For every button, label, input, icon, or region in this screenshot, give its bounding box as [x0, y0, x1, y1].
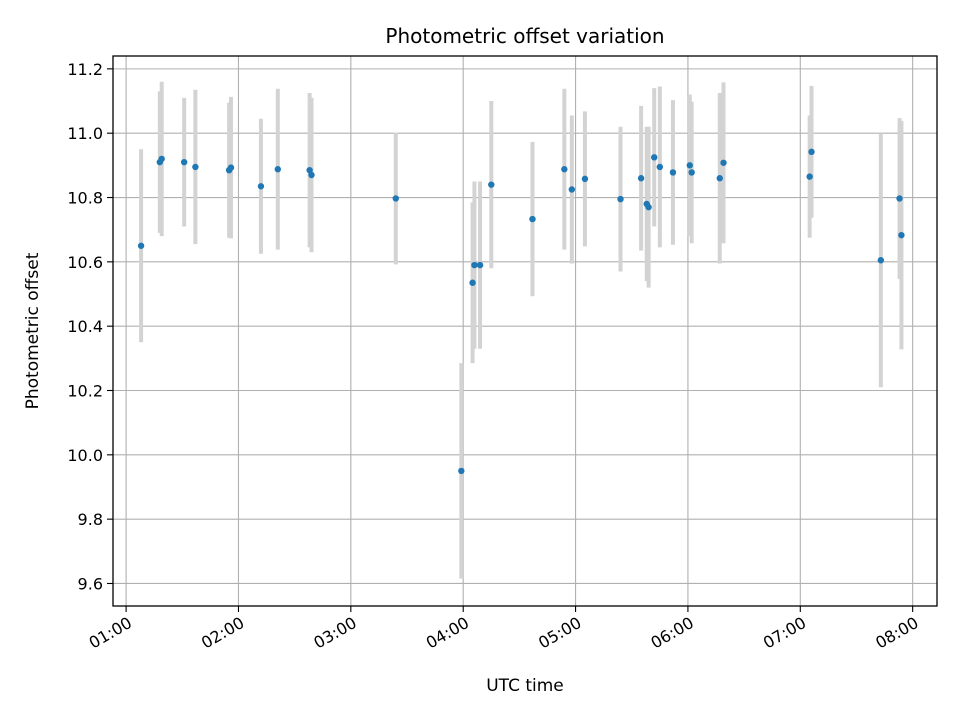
y-tick-label: 9.6 [78, 574, 103, 593]
data-point [476, 261, 484, 269]
data-point [392, 195, 399, 202]
data-point [898, 231, 905, 239]
data-point [471, 261, 478, 269]
data-point [158, 155, 165, 163]
data-point [458, 467, 465, 475]
y-tick-label: 10.8 [67, 189, 103, 208]
y-tick-label: 10.2 [67, 382, 103, 401]
data-point [617, 195, 624, 203]
data-point [568, 186, 576, 193]
data-points [137, 148, 905, 475]
y-tick-label: 10.6 [67, 253, 103, 272]
data-point [688, 169, 695, 176]
data-point [180, 158, 188, 166]
data-point [651, 154, 658, 161]
data-point [306, 166, 313, 174]
data-point [669, 169, 677, 176]
x-axis-label: UTC time [486, 676, 564, 696]
data-point [137, 242, 145, 249]
data-point [529, 215, 536, 223]
y-axis-label: Photometric offset [23, 252, 43, 409]
y-tick-label: 11.2 [67, 60, 103, 79]
plot-frame [112, 55, 938, 607]
data-point [716, 175, 723, 182]
data-point [488, 181, 495, 188]
data-point [806, 173, 813, 180]
data-point [469, 279, 476, 286]
data-point [257, 183, 265, 190]
data-point [308, 171, 315, 179]
y-tick-label: 11.0 [67, 124, 103, 143]
data-point [192, 163, 199, 171]
data-point [808, 148, 815, 156]
y-tick-label: 10.4 [67, 317, 103, 336]
data-point [227, 164, 235, 171]
data-point [581, 175, 589, 183]
data-point [645, 203, 652, 211]
data-point [896, 195, 903, 202]
data-point [274, 166, 281, 173]
chart-title: Photometric offset variation [385, 24, 664, 48]
data-point [561, 166, 568, 173]
data-point [656, 163, 664, 171]
y-tick-label: 9.8 [78, 510, 103, 529]
y-axis-ticks: 9.6 9.8 10.0 10.2 10.4 10.6 10.8 11.0 11.2 [67, 60, 113, 593]
data-point [637, 175, 645, 182]
y-tick-label: 10.0 [67, 446, 103, 465]
data-point [686, 162, 693, 169]
data-point [720, 159, 727, 166]
data-point [877, 257, 885, 264]
